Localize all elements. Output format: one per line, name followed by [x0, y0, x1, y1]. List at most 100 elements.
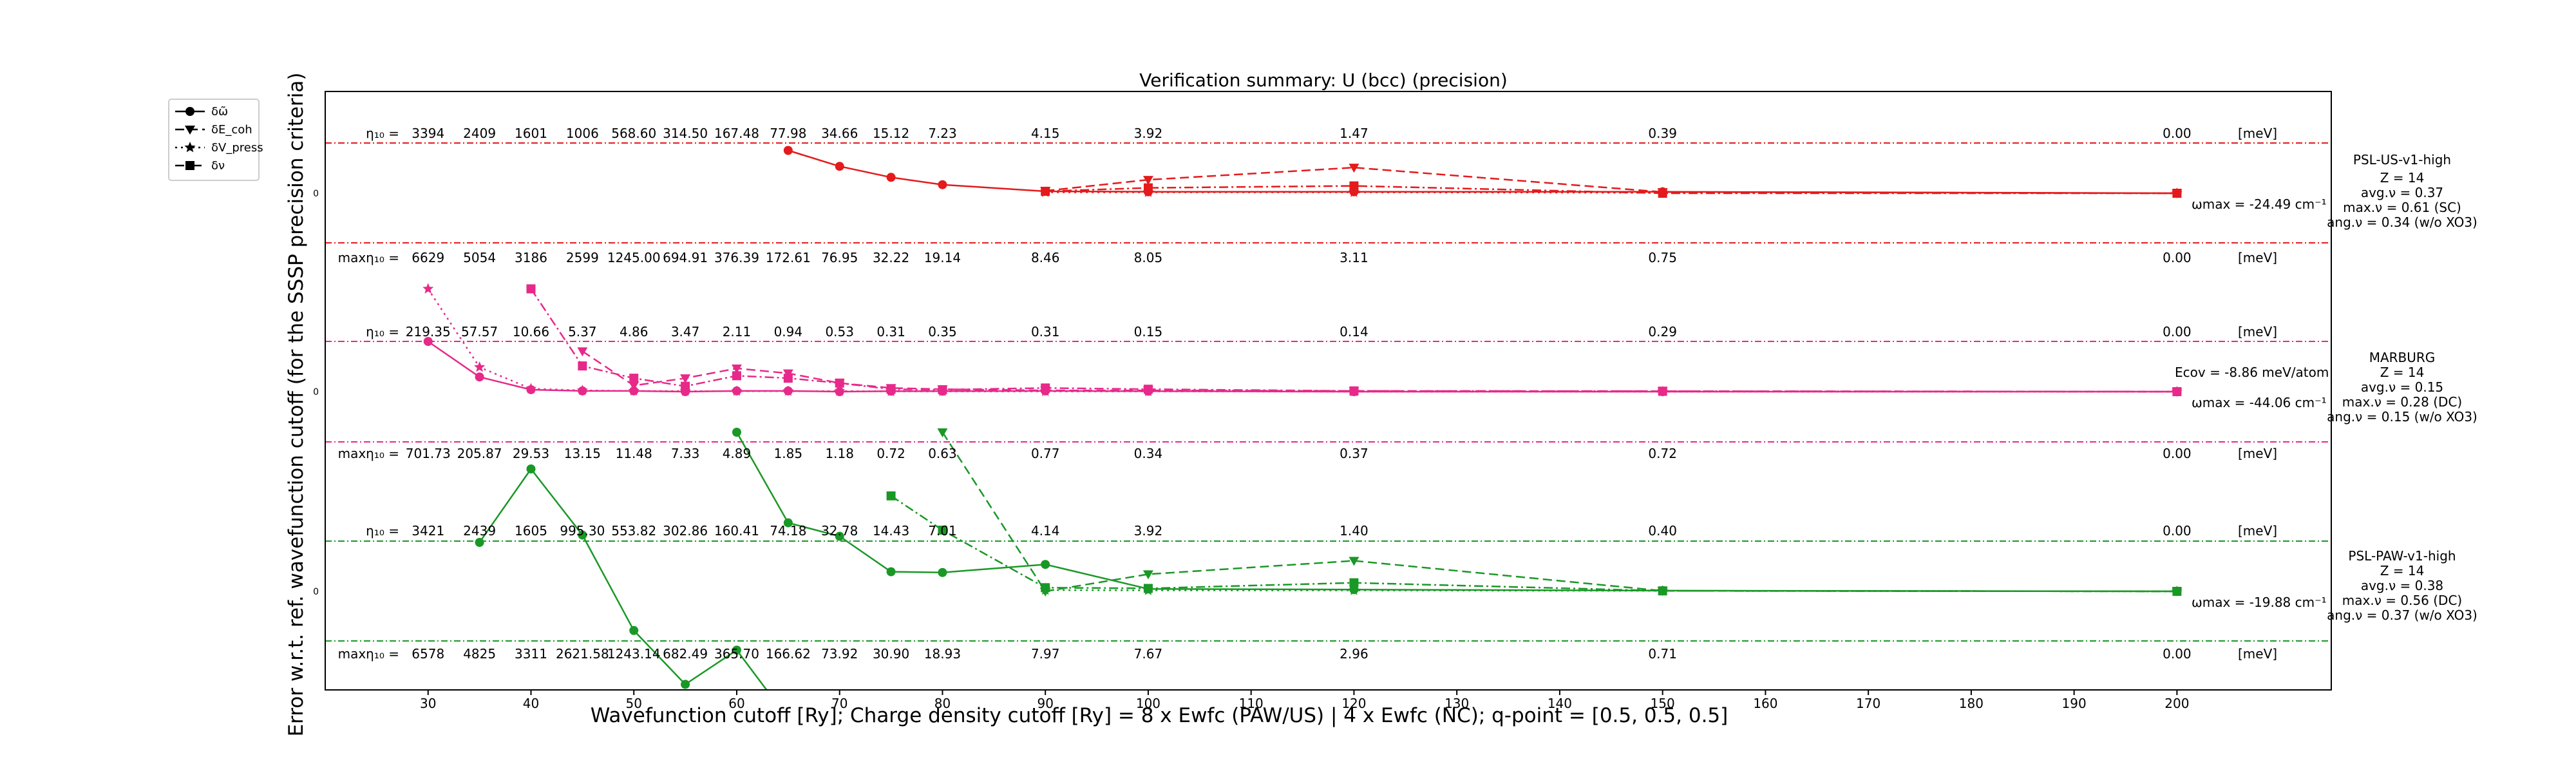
- plot-frame: [325, 91, 2332, 691]
- series-nu-point: [681, 381, 690, 391]
- eta-value: 1.40: [1340, 523, 1368, 539]
- eta-value: 995.30: [560, 523, 605, 539]
- series-nu-point: [1658, 586, 1667, 596]
- panel-info-line: max.ν = 0.56 (DC): [2342, 593, 2462, 608]
- spill-omega-point: [526, 464, 536, 473]
- series-nu-point: [2172, 587, 2182, 596]
- eta-value: 57.57: [461, 324, 498, 339]
- maxeta-value: 8.46: [1031, 250, 1060, 265]
- maxeta-value: 2.96: [1340, 646, 1368, 662]
- maxeta-value: 29.53: [513, 446, 549, 461]
- eta-value: 0.00: [2163, 523, 2192, 539]
- eta-value: 0.94: [774, 324, 803, 339]
- maxeta-value: 2599: [566, 250, 599, 265]
- x-tick-label: 40: [523, 696, 539, 711]
- series-omega-point: [886, 567, 896, 577]
- series-press-point: [834, 385, 846, 396]
- panel-info-line: ang.ν = 0.15 (w/o XO3): [2327, 409, 2477, 425]
- x-tick-label: 150: [1651, 696, 1675, 711]
- eta-value: 1006: [566, 126, 599, 141]
- maxeta-value: 0.71: [1648, 646, 1677, 662]
- series-omega-point: [423, 337, 433, 347]
- spill-omega-point: [578, 530, 587, 540]
- eta-value: 3.47: [671, 324, 700, 339]
- legend-label: δV_press: [211, 141, 263, 155]
- legend-label: δν: [211, 159, 225, 173]
- series-nu-point: [526, 284, 536, 294]
- eta-value: 160.41: [714, 523, 759, 539]
- eta-value: 1601: [515, 126, 547, 141]
- series-omega-point: [783, 146, 793, 155]
- eta-value: 15.12: [873, 126, 909, 141]
- omega-max-label: ωmax = -19.88 cm⁻¹: [2192, 595, 2327, 610]
- y-axis-label: Error w.r.t. ref. wavefunction cutoff (f…: [285, 73, 308, 737]
- series-nu-point: [1041, 383, 1050, 393]
- eta-value: 0.40: [1648, 523, 1677, 539]
- series-coh-point: [1142, 176, 1153, 186]
- maxeta-value: 1245.00: [607, 250, 661, 265]
- series-nu-point: [1143, 584, 1153, 593]
- unit-label: [meV]: [2238, 446, 2277, 461]
- eta-value: 2.11: [723, 324, 752, 339]
- maxeta-value: 0.34: [1134, 446, 1163, 461]
- series-press-line: [427, 288, 2177, 393]
- series-nu-point: [938, 526, 947, 535]
- series-nu-point: [1349, 578, 1359, 587]
- series-nu-point: [1041, 583, 1050, 593]
- series-press-point: [1348, 186, 1359, 197]
- series-nu-point: [732, 371, 741, 381]
- series-coh-line: [942, 432, 2177, 593]
- ecov-label: Ecov = -8.86 meV/atom: [2175, 365, 2329, 380]
- panel-info-line: Z = 14: [2380, 563, 2425, 578]
- x-tick-label: 30: [420, 696, 436, 711]
- eta-value: 3394: [412, 126, 444, 141]
- maxeta-value: 3311: [515, 646, 547, 662]
- spill-omega-line: [478, 467, 768, 690]
- maxeta-value: 166.62: [766, 646, 811, 662]
- series-coh-point: [1349, 557, 1359, 566]
- panel-info-line: Z = 14: [2380, 170, 2425, 186]
- maxeta-value: 13.15: [564, 446, 601, 461]
- maxeta-value: 73.92: [821, 646, 858, 662]
- series-nu-point: [1349, 386, 1359, 396]
- series-nu-point: [1349, 181, 1359, 191]
- panel-psl-paw-v1-high: [325, 428, 2331, 690]
- eta-value: 0.14: [1340, 324, 1368, 339]
- maxeta-value: 682.49: [663, 646, 708, 662]
- maxeta-value: 32.22: [873, 250, 909, 265]
- series-press-point: [525, 383, 536, 394]
- legend: δω̃ δE_coh δV_press δν: [168, 99, 263, 181]
- series-omega-point: [1041, 560, 1050, 569]
- maxeta-value: 19.14: [924, 250, 961, 265]
- unit-label: [meV]: [2238, 250, 2277, 265]
- eta-value: 3.92: [1134, 523, 1163, 539]
- series-nu-point: [629, 374, 639, 383]
- maxeta-value: 6578: [412, 646, 444, 662]
- maxeta-value: 0.00: [2163, 646, 2192, 662]
- legend-marker: [185, 126, 195, 135]
- maxeta-value: 18.93: [924, 646, 961, 662]
- panel-marburg: [325, 283, 2331, 443]
- eta-prefix: η₁₀ =: [366, 126, 399, 141]
- panel-info-line: PSL-US-v1-high: [2353, 152, 2451, 167]
- legend-label: δE_coh: [211, 123, 252, 137]
- eta-value: 314.50: [663, 126, 708, 141]
- maxeta-value: 5054: [463, 250, 496, 265]
- y-zero-tick: 0: [313, 189, 319, 199]
- series-nu-point: [1041, 186, 1050, 196]
- maxeta-prefix: maxη₁₀ =: [338, 446, 399, 461]
- maxeta-value: 7.33: [671, 446, 700, 461]
- series-coh-point: [1142, 570, 1153, 580]
- eta-value: 0.39: [1648, 126, 1677, 141]
- x-tick-label: 110: [1239, 696, 1264, 711]
- maxeta-value: 1.18: [825, 446, 854, 461]
- eta-value: 0.35: [928, 324, 957, 339]
- x-tick-label: 190: [2062, 696, 2087, 711]
- x-tick-label: 130: [1444, 696, 1469, 711]
- panel-info-line: MARBURG: [2369, 350, 2436, 365]
- maxeta-value: 1243.14: [607, 646, 661, 662]
- series-nu-point: [1658, 189, 1667, 198]
- x-tick-label: 200: [2164, 696, 2189, 711]
- series-press-point: [1348, 584, 1359, 595]
- eta-value: 4.15: [1031, 126, 1060, 141]
